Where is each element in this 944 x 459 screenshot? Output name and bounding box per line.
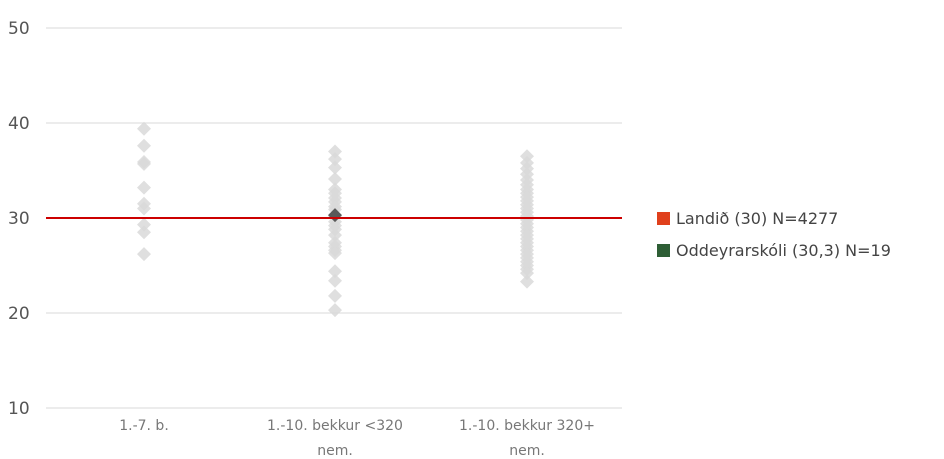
data-point-cat1-20 (328, 273, 342, 288)
data-point-cat1-21 (328, 288, 342, 303)
data-point-cat0-0 (137, 121, 151, 136)
y-tick-label-50: 50 (8, 19, 30, 39)
y-tick-label-20: 20 (8, 304, 30, 324)
data-point-cat1-19 (328, 264, 342, 279)
data-point-cat0-7 (137, 217, 151, 232)
data-point-cat1-22 (328, 303, 342, 318)
x-tick-label-0: 1.-7. b. (119, 418, 169, 434)
legend-swatch-national (657, 211, 670, 225)
data-point-cat1-0 (328, 144, 342, 159)
data-point-cat0-3 (137, 156, 151, 171)
legend-label-national: Landið (30) N=4277 (676, 208, 839, 228)
data-point-cat2-29 (520, 274, 534, 289)
x-tick-label-1-line2: nem. (317, 443, 353, 459)
legend-item-school: Oddeyrarskóli (30,3) N=19 (657, 240, 891, 260)
data-point-cat1-14 (328, 228, 342, 243)
data-point-cat0-1 (137, 138, 151, 153)
data-point-cat1-18 (328, 246, 342, 261)
data-point-cat0-8 (137, 225, 151, 240)
data-point-cat0-4 (137, 180, 151, 195)
data-point-cat2-28 (520, 266, 534, 281)
legend-item-national: Landið (30) N=4277 (657, 208, 891, 228)
y-tick-label-40: 40 (8, 114, 30, 134)
x-tick-label-2: 1.-10. bekkur 320+ (459, 418, 595, 434)
data-point-cat0-9 (137, 247, 151, 262)
y-tick-label-30: 30 (8, 209, 30, 229)
data-point-cat0-6 (137, 201, 151, 216)
y-tick-label-10: 10 (8, 399, 30, 419)
x-tick-label-1: 1.-10. bekkur <320 (267, 418, 403, 434)
legend-label-school: Oddeyrarskóli (30,3) N=19 (676, 240, 891, 260)
legend-swatch-school (657, 243, 670, 257)
data-point-cat1-3 (328, 172, 342, 187)
x-tick-label-2-line2: nem. (509, 443, 545, 459)
data-point-cat1-1 (328, 152, 342, 167)
data-point-cat1-2 (328, 160, 342, 175)
legend: Landið (30) N=4277 Oddeyrarskóli (30,3) … (657, 208, 891, 272)
